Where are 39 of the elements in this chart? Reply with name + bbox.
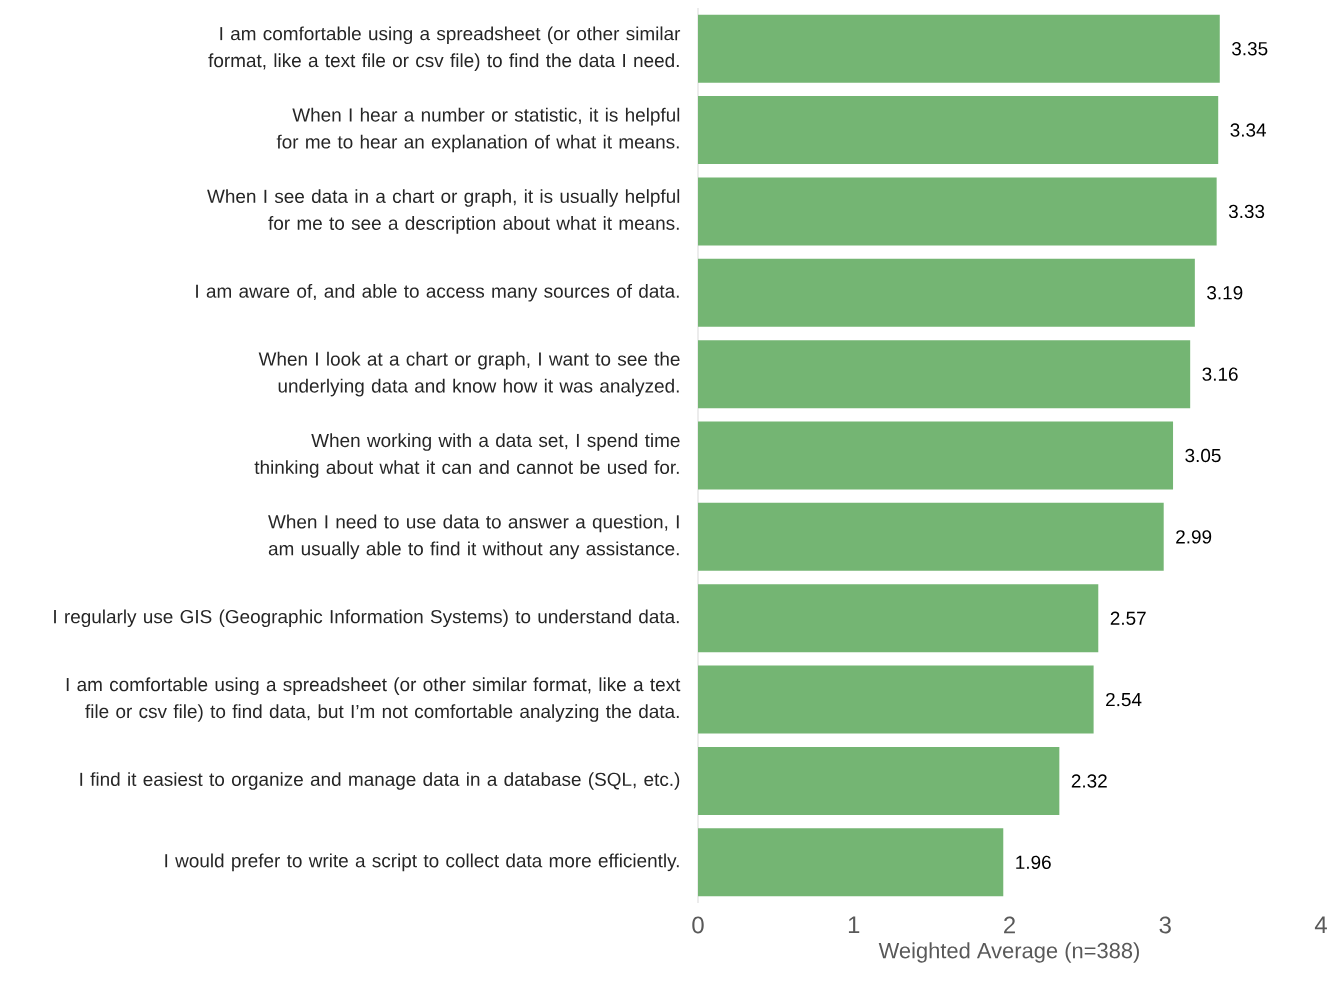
bar [698,746,1060,815]
data-label: 2.57 [1110,611,1146,625]
y-tick-label: I am aware of, and able to access many sources of data. [196,283,679,302]
data-label: 1.96 [1016,855,1051,870]
bar [698,502,1164,571]
bar [698,96,1219,165]
bar [698,665,1094,734]
bar [698,584,1099,653]
data-label: 2.99 [1176,530,1212,544]
x-tick-label: 1 [848,916,860,933]
data-label: 3.19 [1207,286,1243,300]
bar [698,177,1217,246]
x-tick-label: 3 [1159,916,1171,934]
x-axis-title: Weighted Average (n=388) [878,942,1139,963]
bar [698,14,1220,83]
data-label: 2.54 [1106,692,1142,707]
x-tick-label: 0 [692,916,704,934]
data-label: 3.33 [1228,204,1265,219]
bar [698,340,1191,409]
data-label: 3.35 [1232,41,1268,56]
y-tick-label: I am comfortable using a spreadsheet (or other similar format, like a text file or csv file) to find data, but I’m not comfortable analyzing the data. [66,677,681,722]
bar [698,258,1195,327]
y-tick-label: I would prefer to write a script to collect data more efficiently. [165,853,679,872]
x-tick-label: 4 [1314,916,1327,933]
data-label: 2.32 [1071,774,1107,788]
y-tick-label: I am comfortable using a spreadsheet (or other similar format, like a text file or csv file) to find the data I need. [208,26,681,71]
y-tick-label: When I hear a number or statistic, it is helpful for me to hear an explanation of what it means. [276,107,680,153]
bar [698,421,1174,490]
data-label: 3.05 [1185,448,1221,463]
y-tick-label: When I need to use data to answer a question, I am usually able to find it without any assistance. [268,514,679,560]
y-tick-label: When I see data in a chart or graph, it is usually helpful for me to see a description about what it means. [207,189,680,234]
data-label: 3.16 [1202,367,1238,381]
y-tick-label: I find it easiest to organize and manage data in a database (SQL, etc.) [80,772,680,790]
x-tick-label: 2 [1004,916,1015,934]
y-tick-label: I regularly use GIS (Geographic Information Systems) to understand data. [54,609,679,628]
y-tick-label: When working with a data set, I spend time thinking about what it can and cannot be used for. [254,433,680,478]
bar [698,828,1004,897]
y-tick-label: When I look at a chart or graph, I want to see the underlying data and know how it was analyzed. [258,351,680,397]
data-label: 3.34 [1230,123,1267,137]
